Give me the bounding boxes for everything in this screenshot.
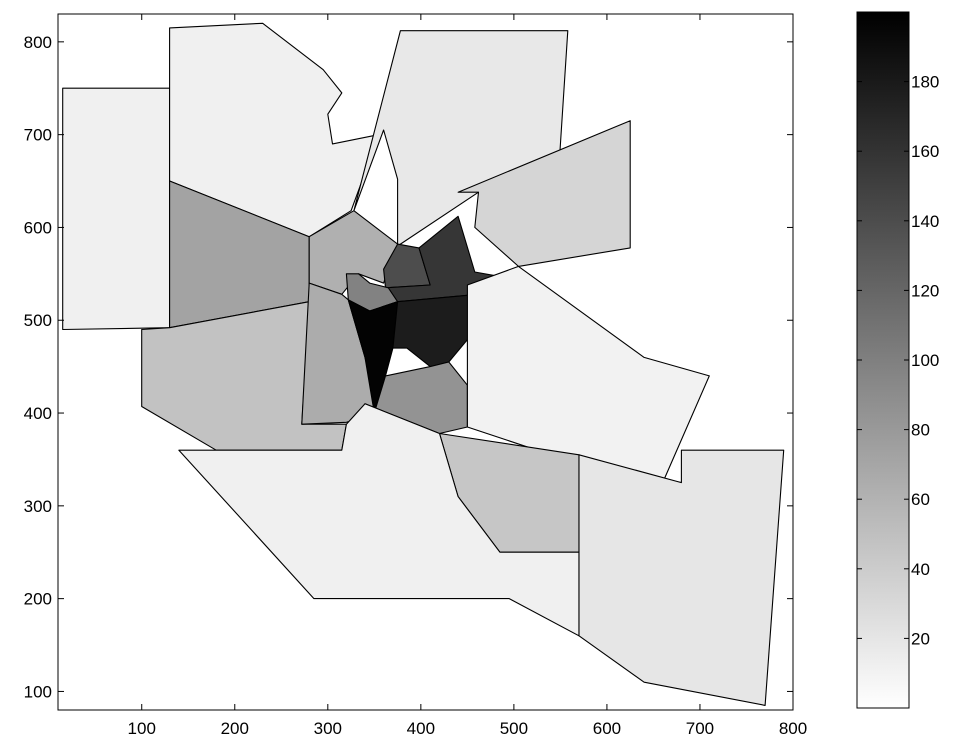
y-tick-label: 100 — [24, 682, 52, 701]
colorbar-tick-label: 100 — [911, 351, 939, 370]
y-tick-label: 600 — [24, 218, 52, 237]
region-18 — [578, 449, 785, 706]
region-12 — [347, 299, 399, 414]
y-axis: 100 200 300 400 500 600 700 800 — [24, 33, 793, 701]
x-axis: 100 200 300 400 500 600 700 800 — [128, 14, 807, 738]
map-regions — [62, 22, 785, 706]
colorbar-tick-label: 160 — [911, 142, 939, 161]
colorbar-gradient — [856, 11, 910, 709]
plot-frame — [57, 13, 794, 711]
colorbar-tick-label: 80 — [911, 421, 930, 440]
y-tick-label: 200 — [24, 590, 52, 609]
x-tick-label: 400 — [407, 719, 435, 738]
x-tick-label: 200 — [221, 719, 249, 738]
colorbar-tick-label: 60 — [911, 490, 930, 509]
y-tick-label: 800 — [24, 33, 52, 52]
x-tick-label: 500 — [500, 719, 528, 738]
colorbar-tick-label: 140 — [911, 212, 939, 231]
colorbar-tick-label: 120 — [911, 281, 939, 300]
colorbar-tick-label: 20 — [911, 629, 930, 648]
x-tick-label: 100 — [128, 719, 156, 738]
region-1 — [62, 87, 171, 331]
x-tick-label: 600 — [593, 719, 621, 738]
x-tick-label: 300 — [314, 719, 342, 738]
colorbar-tick-label: 40 — [911, 560, 930, 579]
y-tick-label: 300 — [24, 497, 52, 516]
region-17 — [178, 403, 580, 637]
colorbar: 20 40 60 80 100 120 140 160 180 — [856, 11, 939, 709]
x-tick-label: 800 — [779, 719, 807, 738]
y-tick-label: 700 — [24, 126, 52, 145]
x-tick-label: 700 — [686, 719, 714, 738]
colorbar-tick-label: 180 — [911, 73, 939, 92]
y-tick-label: 400 — [24, 404, 52, 423]
y-tick-label: 500 — [24, 311, 52, 330]
colorbar-ticks: 20 40 60 80 100 120 140 160 180 — [857, 73, 939, 648]
